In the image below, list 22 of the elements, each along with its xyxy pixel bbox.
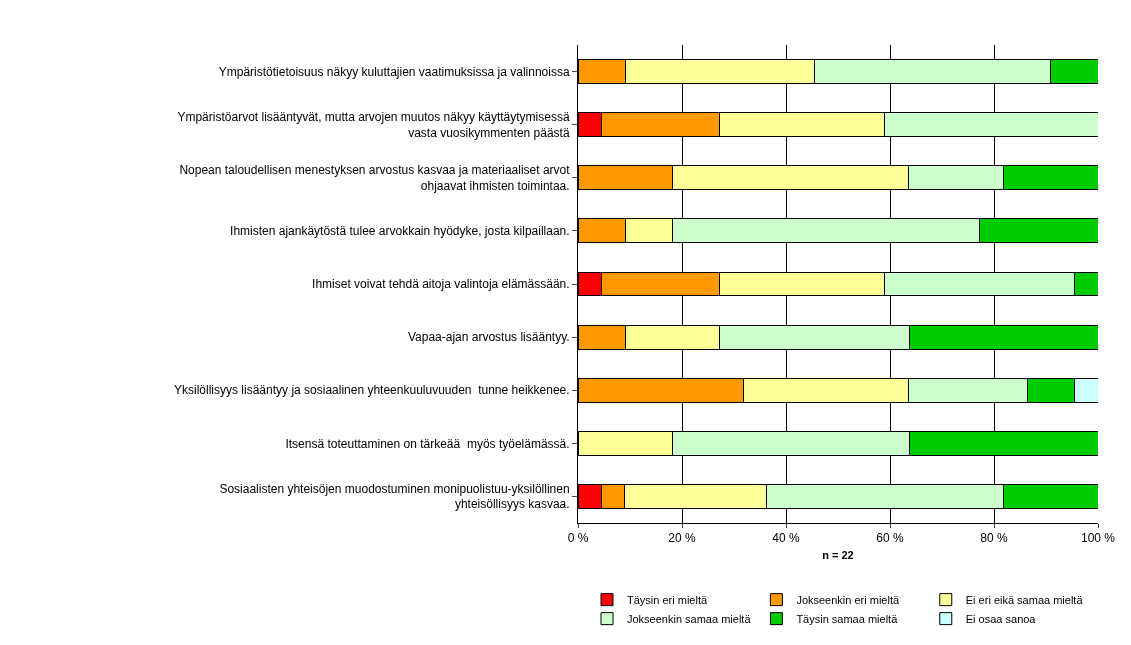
y-tick-label: Ympäristöarvot lisääntyvät, mutta arvojen muutos näkyy käyttäytymisessä vasta vuosikymmenten päästä xyxy=(177,110,570,140)
y-tick-label: Vapaa-ajan arvostus lisääntyy. xyxy=(407,330,570,345)
y-tick-label: Ihmiset voivat tehdä aitoja valintoja elämässään. xyxy=(312,277,570,292)
x-axis-title: n = 22 xyxy=(822,548,854,561)
legend-label: Jokseenkin eri mieltä xyxy=(796,593,900,606)
y-tick-label: Ihmisten ajankäytöstä tulee arvokkain hyödyke, josta kilpaillaan. xyxy=(230,224,570,239)
legend-label: Ei eri eikä samaa mieltä xyxy=(965,593,1084,606)
y-tick-label: Nopean taloudellisen menestyksen arvostus kasvaa ja materiaaliset arvot ohjaavat ihmisten toimintaa. xyxy=(179,163,571,193)
legend-label: Täysin eri mieltä xyxy=(627,593,708,606)
y-tick-label: Itsensä toteuttaminen on tärkeää myös työelämässä. xyxy=(285,436,570,451)
y-tick-label: Sosiaalisten yhteisöjen muodostuminen monipuolistuu-yksilöllinen yhteisöllisyys kasvaa. xyxy=(219,481,570,512)
x-tick-label: 80 % xyxy=(980,531,1008,546)
x-tick-label: 60 % xyxy=(876,531,904,546)
y-tick-label: Ympäristötietoisuus näkyy kuluttajien vaatimuksissa ja valinnoissa xyxy=(218,64,570,79)
y-tick-label: Yksilöllisyys lisääntyy ja sosiaalinen yhteenkuuluvuuden tunne heikkenee. xyxy=(174,383,570,398)
x-tick-label: 20 % xyxy=(668,531,696,546)
legend-label: Ei osaa sanoa xyxy=(965,612,1037,625)
x-tick-label: 100 % xyxy=(1080,531,1116,546)
x-tick-label: 40 % xyxy=(772,531,800,546)
x-tick-label: 0 % xyxy=(567,531,589,546)
legend-label: Täysin samaa mieltä xyxy=(796,612,899,625)
legend-label: Jokseenkin samaa mieltä xyxy=(627,612,752,625)
